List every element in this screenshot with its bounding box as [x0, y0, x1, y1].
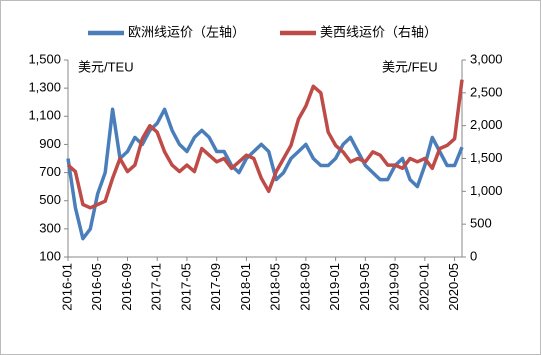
x-tick-label: 2016-01 [59, 263, 74, 311]
y-tick-label: 700 [39, 164, 61, 179]
series-line [66, 107, 464, 241]
legend-label: 欧洲线运价（左轴） [128, 24, 245, 39]
x-tick-label: 2019-09 [387, 263, 402, 311]
y-tick-label: 100 [39, 248, 61, 263]
y-tick-label: 1,500 [28, 51, 61, 66]
y2-tick-label: 2,000 [470, 117, 503, 132]
x-tick-label: 2020-05 [446, 263, 461, 311]
y-tick-label: 1,300 [28, 80, 61, 95]
y2-tick-label: 1,000 [470, 183, 503, 198]
x-tick-label: 2017-01 [149, 263, 164, 311]
y-tick-label: 500 [39, 192, 61, 207]
x-tick-label: 2016-05 [89, 263, 104, 311]
y2-tick-label: 3,000 [470, 51, 503, 66]
y2-tick-label: 2,500 [470, 84, 503, 99]
x-tick-label: 2018-09 [297, 263, 312, 311]
y2-tick-label: 0 [470, 248, 477, 263]
y-tick-label: 1,100 [28, 108, 61, 123]
y2-tick-label: 1,500 [470, 150, 503, 165]
legend-label: 美西线运价（右轴） [320, 24, 437, 39]
y-tick-label: 300 [39, 220, 61, 235]
x-tick-label: 2016-09 [119, 263, 134, 311]
x-tick-label: 2019-01 [327, 263, 342, 311]
x-tick-label: 2017-09 [208, 263, 223, 311]
x-tick-label: 2018-01 [238, 263, 253, 311]
series-line [66, 79, 464, 210]
left-unit: 美元/TEU [78, 59, 134, 74]
y2-tick-label: 500 [470, 216, 492, 231]
x-tick-label: 2019-05 [357, 263, 372, 311]
x-tick-label: 2020-01 [416, 263, 431, 311]
x-tick-label: 2017-05 [178, 263, 193, 311]
y-tick-label: 900 [39, 136, 61, 151]
x-tick-label: 2018-05 [268, 263, 283, 311]
right-unit: 美元/FEU [382, 59, 438, 74]
